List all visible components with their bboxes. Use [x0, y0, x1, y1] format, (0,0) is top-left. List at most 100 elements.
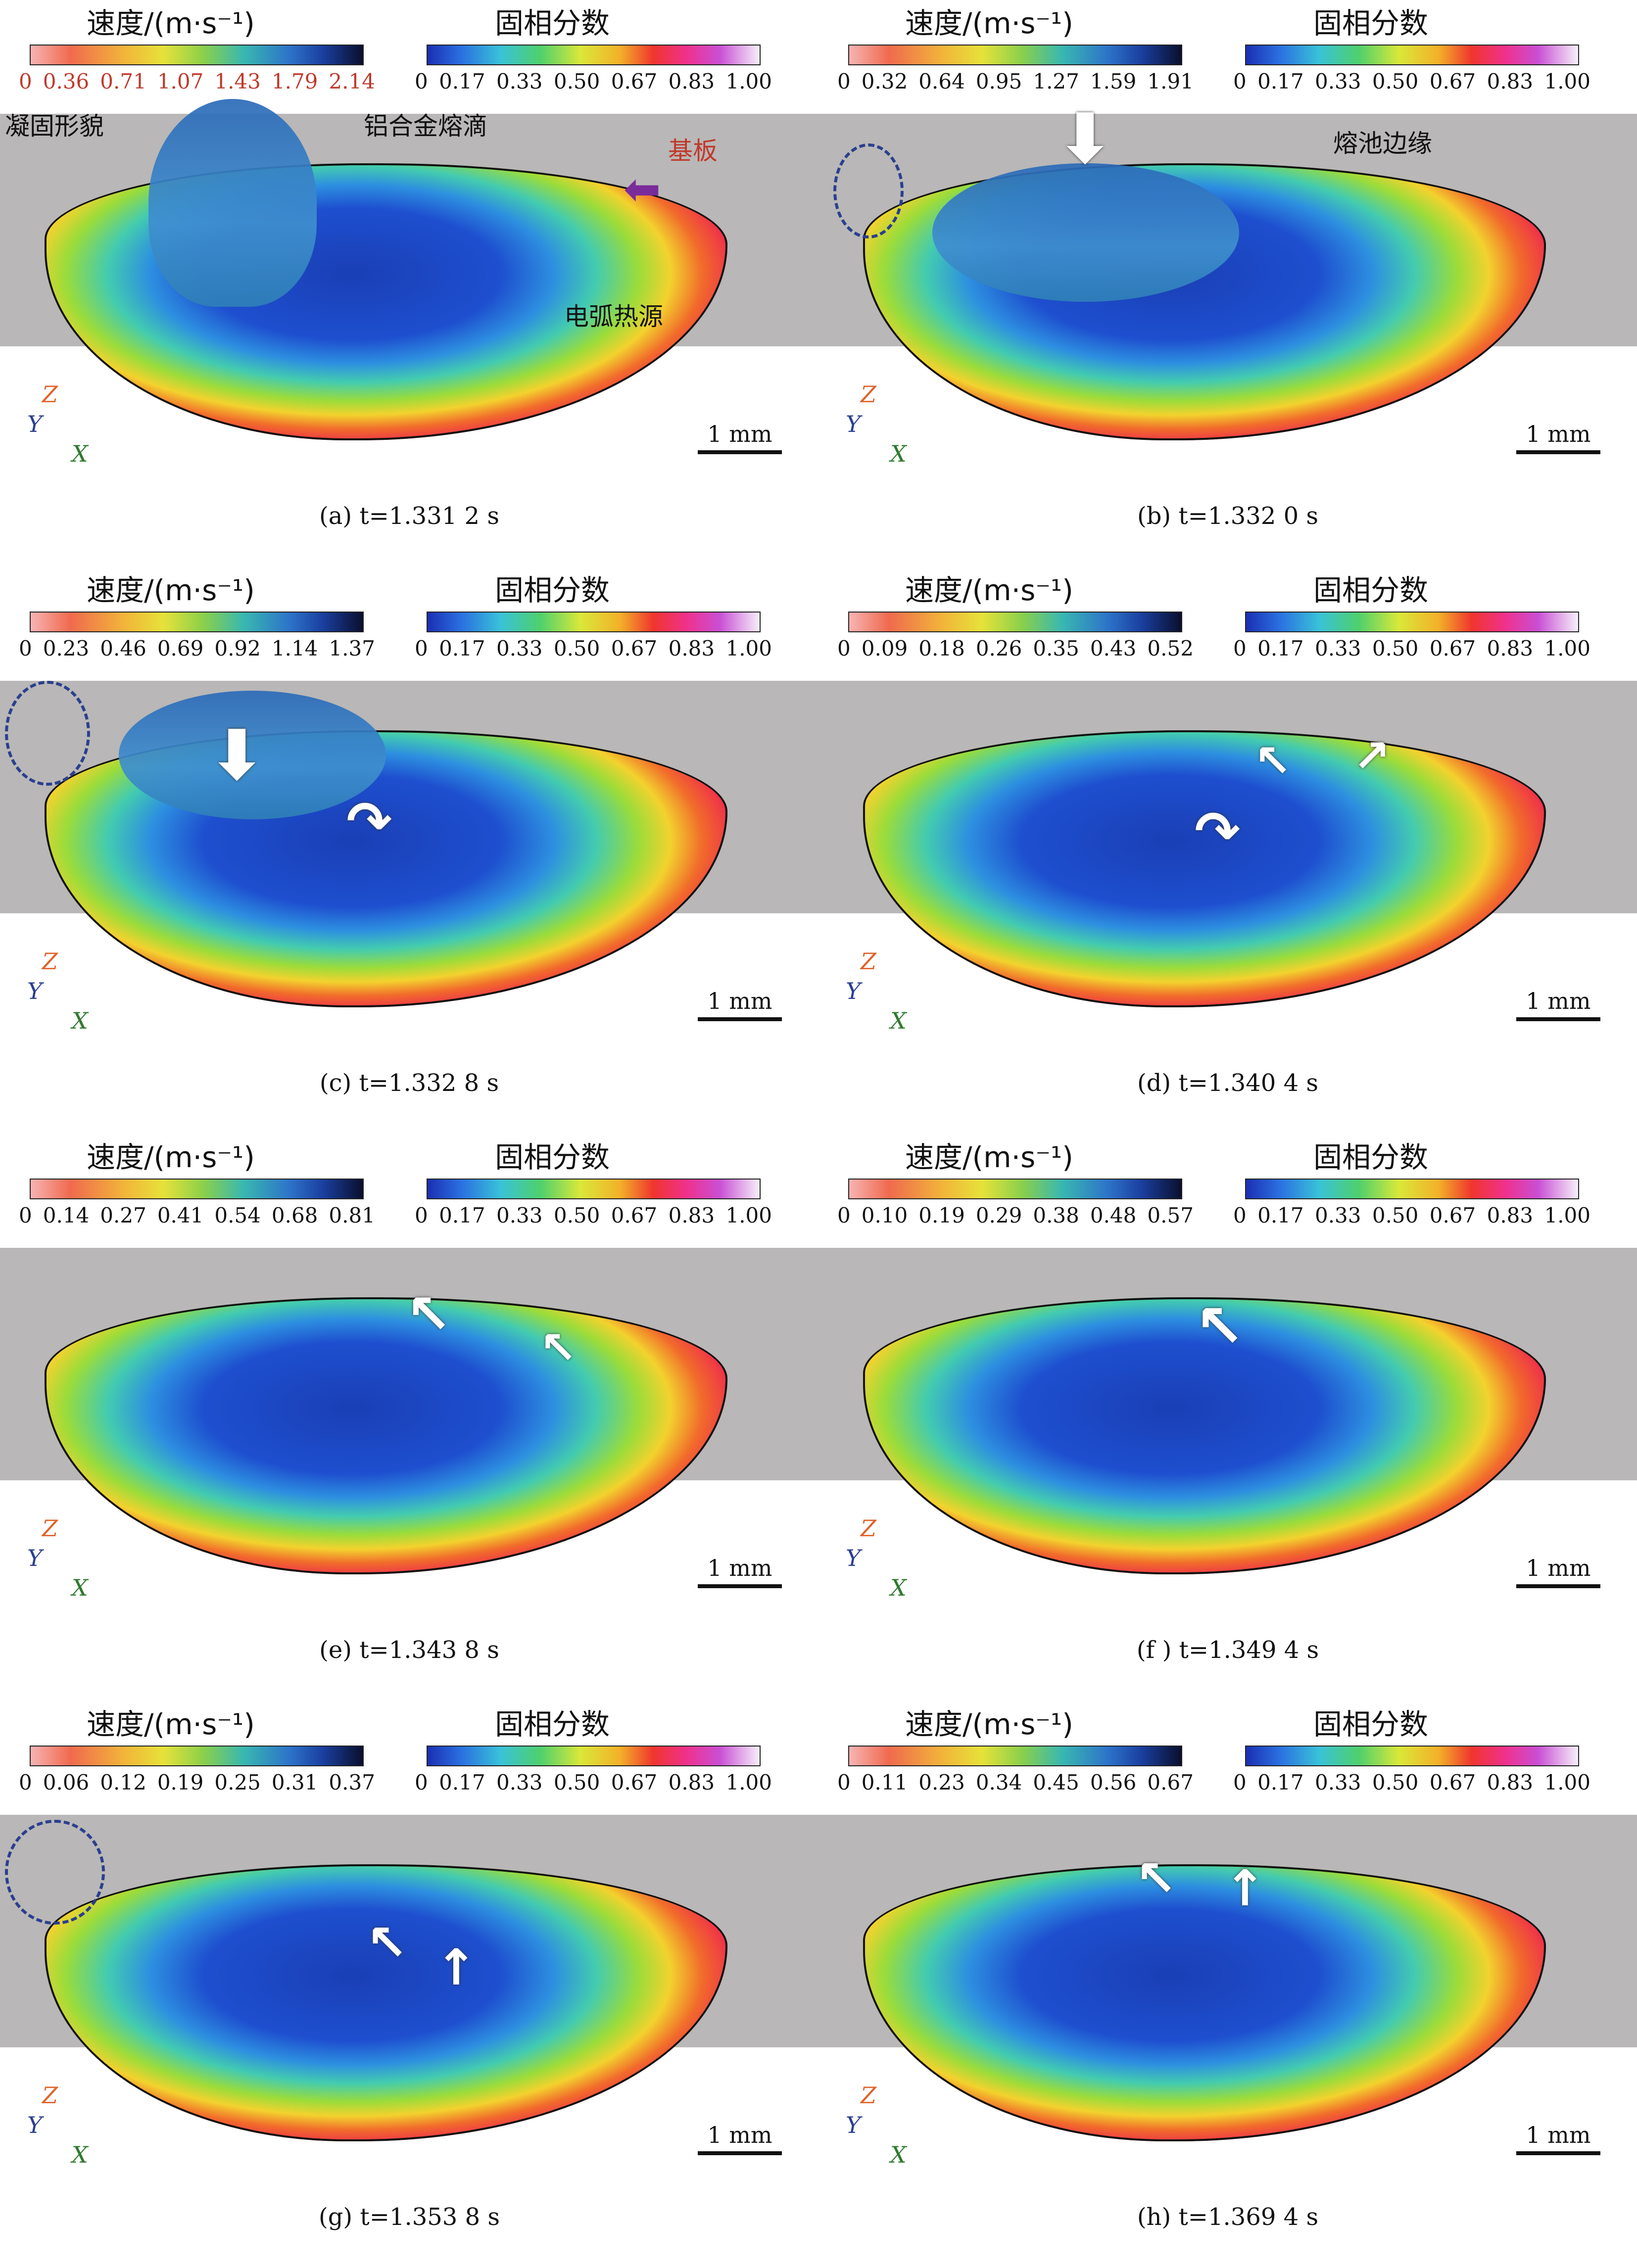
- solid-tick: 0.50: [553, 636, 600, 661]
- axis-triad: Z Y X: [27, 1515, 106, 1601]
- axis-x-label: X: [890, 2141, 907, 2168]
- downward-arrow-icon: ⬇: [1056, 99, 1114, 180]
- solid-fraction-legend-title: 固相分数: [495, 573, 610, 607]
- axis-y-label: Y: [27, 1545, 43, 1571]
- solid-tick: 0.33: [1314, 636, 1361, 661]
- speed-tick: 0.32: [861, 69, 908, 94]
- speed-tick: 0.34: [975, 1770, 1022, 1795]
- solid-tick: 1.00: [1544, 69, 1590, 94]
- aluminum-droplet: [932, 163, 1239, 302]
- speed-legend-title: 速度/(m·s⁻¹): [87, 1140, 255, 1174]
- speed-tick: 0: [19, 69, 32, 94]
- annotation-arc-heat-source: 电弧热源: [564, 302, 663, 331]
- scale-bar: 1 mm: [1516, 1555, 1600, 1588]
- speed-legend-title: 速度/(m·s⁻¹): [87, 573, 255, 607]
- solid-tick: 0.50: [1372, 69, 1419, 94]
- scale-bar-line: [1516, 1017, 1600, 1021]
- speed-tick: 1.59: [1090, 69, 1137, 94]
- flow-arrow-icon: ↷: [346, 790, 392, 853]
- speed-tick: 0.19: [918, 1203, 965, 1228]
- scale-bar-line: [1516, 1584, 1600, 1588]
- scale-bar-line: [698, 450, 782, 454]
- axis-x-label: X: [72, 1574, 88, 1601]
- annotation-substrate: 基板: [668, 137, 718, 165]
- speed-tick: 0.64: [918, 69, 965, 94]
- speed-tick: 0.25: [214, 1770, 261, 1795]
- speed-colorbar: [30, 45, 364, 65]
- flow-arrow-icon: ↑: [435, 1938, 477, 1996]
- solid-tick: 0.50: [553, 69, 600, 94]
- speed-tick: 0.37: [329, 1770, 375, 1795]
- solid-tick: 0.67: [611, 69, 658, 94]
- speed-ticks: 0 0.09 0.18 0.26 0.35 0.43 0.52: [837, 636, 1194, 661]
- speed-tick: 0: [837, 636, 851, 661]
- solid-fraction-legend-title: 固相分数: [495, 6, 610, 40]
- panel-g: 速度/(m·s⁻¹) 固相分数 0 0.06 0.12 0.19 0.25 0.…: [0, 1701, 818, 2268]
- panel-caption: (f ) t=1.349 4 s: [1136, 1636, 1319, 1664]
- speed-colorbar: [848, 1179, 1182, 1199]
- solid-tick: 0.33: [1314, 1203, 1361, 1228]
- solid-tick: 0.67: [1429, 1203, 1476, 1228]
- speed-legend-title: 速度/(m·s⁻¹): [905, 573, 1073, 607]
- speed-tick: 0.81: [329, 1203, 375, 1228]
- solid-fraction-colorbar: [1245, 1179, 1579, 1199]
- solid-tick: 0.83: [668, 1203, 715, 1228]
- speed-tick: 0.46: [100, 636, 146, 661]
- scale-bar-line: [698, 2151, 782, 2155]
- scale-bar-label: 1 mm: [707, 2122, 772, 2148]
- solid-tick: 0.67: [1429, 636, 1476, 661]
- speed-tick: 0.67: [1147, 1770, 1194, 1795]
- speed-tick: 0.19: [157, 1770, 204, 1795]
- axis-y-label: Y: [27, 2112, 43, 2138]
- speed-legend-title: 速度/(m·s⁻¹): [905, 1707, 1073, 1741]
- speed-tick: 0.09: [861, 636, 908, 661]
- speed-legend-title: 速度/(m·s⁻¹): [905, 6, 1073, 40]
- panel-d: 速度/(m·s⁻¹) 固相分数 0 0.09 0.18 0.26 0.35 0.…: [818, 567, 1637, 1134]
- solid-tick: 0.83: [668, 636, 715, 661]
- speed-tick: 0.56: [1090, 1770, 1137, 1795]
- panel-caption: (h) t=1.369 4 s: [1137, 2203, 1319, 2231]
- speed-tick: 1.27: [1033, 69, 1079, 94]
- speed-colorbar: [848, 1746, 1182, 1766]
- speed-ticks: 0 0.14 0.27 0.41 0.54 0.68 0.81: [19, 1203, 375, 1228]
- panel-b: 速度/(m·s⁻¹) 固相分数 0 0.32 0.64 0.95 1.27 1.…: [818, 0, 1637, 567]
- scale-bar: 1 mm: [1516, 2122, 1600, 2155]
- solid-tick: 0.17: [1257, 636, 1304, 661]
- speed-tick: 0.18: [918, 636, 965, 661]
- speed-tick: 1.37: [329, 636, 375, 661]
- panel-h: 速度/(m·s⁻¹) 固相分数 0 0.11 0.23 0.34 0.45 0.…: [818, 1701, 1637, 2268]
- scale-bar-label: 1 mm: [1526, 1555, 1591, 1581]
- axis-x-label: X: [890, 440, 907, 467]
- axis-triad: Z Y X: [846, 1515, 925, 1601]
- panel-caption: (a) t=1.331 2 s: [319, 502, 499, 530]
- speed-tick: 0.10: [861, 1203, 908, 1228]
- solid-tick: 1.00: [1544, 636, 1590, 661]
- axis-triad: Z Y X: [27, 381, 106, 467]
- speed-tick: 0.48: [1090, 1203, 1137, 1228]
- scale-bar-label: 1 mm: [707, 988, 772, 1014]
- solid-fraction-colorbar: [1245, 45, 1579, 65]
- panel-caption: (e) t=1.343 8 s: [319, 1636, 499, 1664]
- solid-tick: 0.67: [1429, 69, 1476, 94]
- scale-bar: 1 mm: [698, 1555, 782, 1588]
- panel-caption: (d) t=1.340 4 s: [1137, 1069, 1319, 1097]
- speed-colorbar: [848, 612, 1182, 632]
- solid-tick: 0: [415, 636, 428, 661]
- melt-pool: [45, 1864, 727, 2141]
- axis-z-label: Z: [42, 948, 58, 975]
- speed-tick: 0.41: [157, 1203, 204, 1228]
- speed-tick: 0.11: [861, 1770, 908, 1795]
- solid-fraction-ticks: 0 0.17 0.33 0.50 0.67 0.83 1.00: [1233, 636, 1590, 661]
- solid-tick: 0.67: [611, 1203, 658, 1228]
- speed-tick: 1.91: [1147, 69, 1194, 94]
- solid-tick: 0.83: [1487, 1770, 1534, 1795]
- speed-tick: 1.79: [271, 69, 318, 94]
- solid-fraction-ticks: 0 0.17 0.33 0.50 0.67 0.83 1.00: [415, 1770, 772, 1795]
- speed-tick: 0.43: [1090, 636, 1137, 661]
- axis-y-label: Y: [846, 411, 861, 437]
- axis-y-label: Y: [846, 978, 861, 1004]
- solid-tick: 0.33: [1314, 1770, 1361, 1795]
- speed-tick: 0.23: [918, 1770, 965, 1795]
- solid-tick: 0: [1233, 636, 1247, 661]
- speed-tick: 0.54: [214, 1203, 261, 1228]
